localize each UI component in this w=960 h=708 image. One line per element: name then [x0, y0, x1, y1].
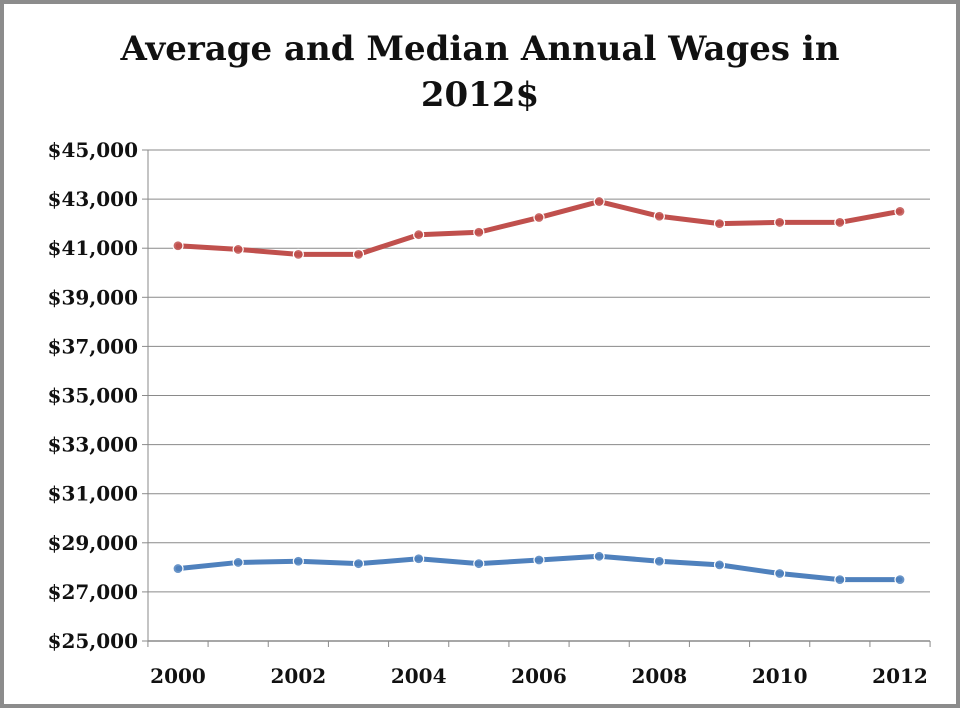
chart-title: Average and Median Annual Wages in 2012$ [0, 26, 960, 118]
series-2-point [834, 574, 846, 586]
series-2-point [232, 556, 244, 569]
chart-title-line-1: Average and Median Annual Wages in [120, 29, 840, 69]
series-2-point [533, 554, 545, 566]
series-2-point [593, 550, 605, 562]
series-1-point [292, 248, 304, 260]
series-2-point [292, 555, 304, 567]
series-1-point [352, 248, 365, 260]
y-tick-label: $31,000 [48, 482, 138, 506]
y-tick-label: $37,000 [48, 334, 138, 358]
series-1-point [774, 216, 786, 229]
x-tick-label: 2004 [391, 664, 447, 688]
series-1-point [713, 218, 726, 230]
x-tick-label: 2012 [872, 664, 928, 688]
x-tick-label: 2010 [752, 664, 808, 688]
y-tick-label: $33,000 [48, 433, 138, 457]
y-tick-label: $39,000 [48, 285, 138, 309]
x-tick-label: 2006 [511, 664, 567, 688]
y-tick-label: $45,000 [48, 138, 138, 162]
series-1-point [172, 240, 184, 252]
series-1-point [473, 226, 485, 238]
series-2-point [894, 574, 906, 586]
series-2-point [352, 558, 365, 570]
series-2-point [413, 553, 425, 565]
series-1-point [593, 195, 605, 208]
y-tick-label: $27,000 [48, 580, 138, 604]
x-tick-label: 2000 [150, 664, 206, 688]
series-1-point [894, 205, 906, 217]
series-line-1 [175, 199, 903, 257]
series-1-point [413, 229, 425, 241]
chart-title-line-2: 2012$ [420, 75, 540, 115]
x-tick-label: 2002 [270, 664, 326, 688]
series-2-point [653, 555, 665, 567]
series-2-point [774, 567, 786, 580]
series-2-point [713, 559, 726, 571]
series-1-point [653, 210, 665, 222]
series-1-point [834, 216, 846, 229]
x-tick-label: 2008 [631, 664, 687, 688]
y-tick-label: $41,000 [48, 236, 138, 260]
y-tick-label: $25,000 [48, 629, 138, 653]
series-1-point [533, 211, 545, 224]
y-tick-label: $35,000 [48, 384, 138, 408]
series-2-point [473, 558, 485, 570]
series-2-point [172, 562, 184, 575]
y-tick-label: $29,000 [48, 531, 138, 555]
y-tick-label: $43,000 [48, 187, 138, 211]
series-1-point [232, 243, 244, 256]
